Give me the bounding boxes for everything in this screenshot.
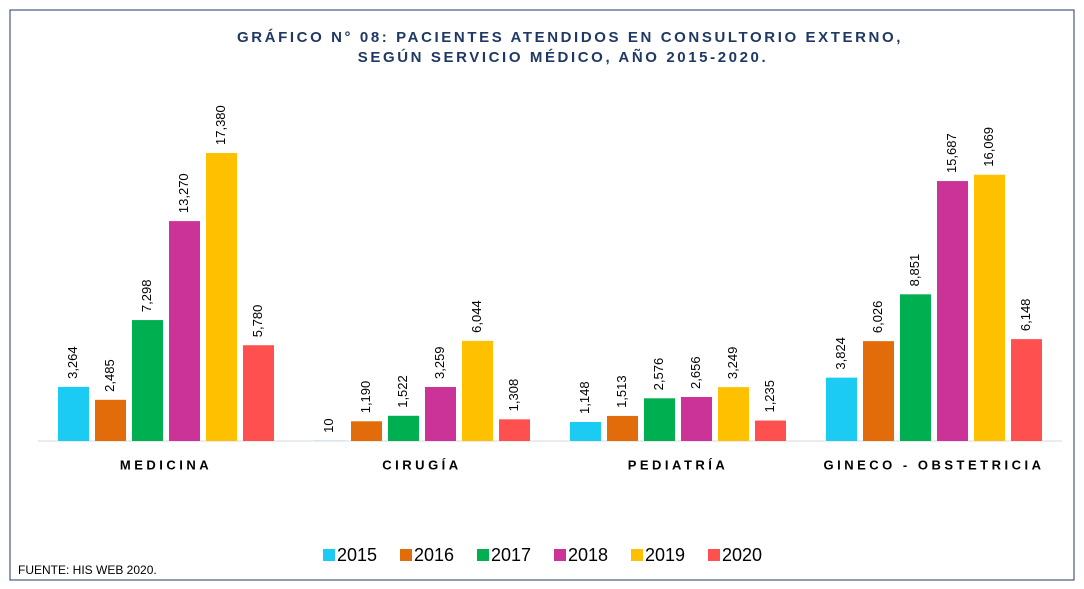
bar	[1011, 339, 1042, 441]
x-tick-label: GINECO - OBSTETRICIA	[824, 457, 1045, 472]
value-label: 2,576	[651, 358, 666, 391]
chart-title: GRÁFICO N° 08: PACIENTES ATENDIDOS EN CO…	[237, 29, 903, 46]
bar	[462, 340, 493, 441]
bar	[570, 421, 601, 441]
bar	[644, 398, 675, 441]
bar	[243, 345, 274, 441]
value-label: 3,259	[432, 346, 447, 379]
value-label: 1,235	[762, 380, 777, 413]
value-label: 3,824	[833, 337, 848, 370]
value-label: 8,851	[907, 254, 922, 287]
bar	[718, 387, 749, 441]
legend-label: 2017	[491, 545, 531, 565]
bar	[681, 396, 712, 441]
value-label: 15,687	[944, 133, 959, 173]
bar	[863, 341, 894, 441]
value-label: 1,522	[395, 375, 410, 408]
legend-swatch	[477, 549, 489, 561]
value-label: 5,780	[250, 305, 265, 338]
bar	[499, 419, 530, 441]
x-tick-label: MEDICINA	[120, 457, 212, 472]
legend-label: 2016	[414, 545, 454, 565]
value-label: 13,270	[176, 173, 191, 213]
legend-label: 2019	[645, 545, 685, 565]
bar	[132, 320, 163, 441]
chart-title: SEGÚN SERVICIO MÉDICO, AÑO 2015-2020.	[358, 48, 768, 66]
bar	[826, 377, 857, 441]
value-label: 3,249	[725, 347, 740, 380]
chart-frame	[9, 9, 1075, 581]
bar	[755, 420, 786, 441]
value-label: 2,656	[688, 356, 703, 389]
legend-label: 2020	[722, 545, 762, 565]
value-label: 6,044	[469, 300, 484, 333]
source-note: FUENTE: HIS WEB 2020.	[18, 563, 157, 577]
bar	[937, 181, 968, 441]
bar	[351, 421, 382, 441]
legend-swatch	[631, 549, 643, 561]
value-label: 16,069	[981, 127, 996, 167]
legend-label: 2018	[568, 545, 608, 565]
value-label: 17,380	[213, 105, 228, 145]
legend-label: 2015	[337, 545, 377, 565]
bar	[900, 294, 931, 441]
legend-swatch	[708, 549, 720, 561]
bar	[974, 174, 1005, 441]
legend-swatch	[554, 549, 566, 561]
bar	[206, 153, 237, 441]
x-tick-label: PEDIATRÍA	[628, 457, 729, 472]
bar	[425, 386, 456, 441]
bar	[388, 415, 419, 441]
bar	[95, 399, 126, 441]
value-label: 1,148	[577, 381, 592, 414]
value-label: 3,264	[65, 346, 80, 379]
value-label: 2,485	[102, 359, 117, 392]
legend-swatch	[400, 549, 412, 561]
value-label: 10	[321, 418, 336, 432]
value-label: 7,298	[139, 280, 154, 313]
value-label: 1,190	[358, 381, 373, 414]
value-label: 1,308	[506, 379, 521, 412]
value-label: 6,148	[1018, 299, 1033, 332]
value-label: 6,026	[870, 301, 885, 334]
bar	[607, 415, 638, 441]
x-tick-label: CIRUGÍA	[382, 457, 461, 472]
legend-swatch	[323, 549, 335, 561]
bar	[169, 221, 200, 441]
value-label: 1,513	[614, 375, 629, 408]
bar	[58, 386, 89, 441]
